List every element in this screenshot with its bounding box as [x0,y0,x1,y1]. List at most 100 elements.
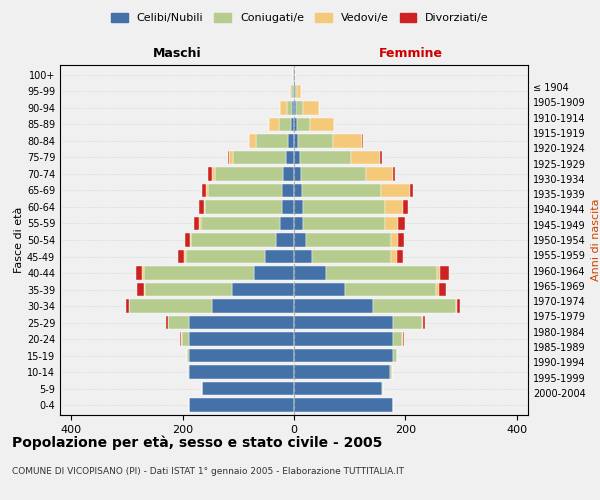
Bar [393,332,402,346]
Bar [189,366,294,379]
Bar [186,250,265,264]
Bar [294,200,303,214]
Bar [129,300,212,313]
Bar [191,233,276,247]
Bar [298,84,301,98]
Bar [310,118,334,131]
Bar [294,101,296,114]
Bar [397,250,403,264]
Bar [304,101,319,114]
Bar [294,84,295,98]
Bar [166,316,167,330]
Bar [250,134,256,147]
Bar [333,134,362,147]
Bar [212,300,294,313]
Bar [380,150,382,164]
Bar [294,150,299,164]
Bar [294,300,373,313]
Bar [385,200,403,214]
Bar [436,283,439,296]
Bar [178,250,184,264]
Bar [283,167,294,180]
Bar [187,349,189,362]
Bar [294,382,382,396]
Bar [390,366,392,379]
Bar [439,283,446,296]
Bar [256,134,289,147]
Bar [168,316,189,330]
Bar [294,366,390,379]
Bar [302,184,381,197]
Y-axis label: Fasce di età: Fasce di età [14,207,24,273]
Bar [276,233,294,247]
Bar [403,200,408,214]
Bar [382,382,383,396]
Bar [423,316,425,330]
Bar [381,184,410,197]
Bar [312,250,391,264]
Bar [298,134,333,147]
Bar [391,250,397,264]
Bar [232,283,294,296]
Bar [294,283,345,296]
Bar [398,233,404,247]
Bar [206,184,208,197]
Bar [293,84,294,98]
Bar [215,167,283,180]
Bar [294,316,393,330]
Bar [233,150,286,164]
Bar [294,250,312,264]
Bar [457,300,460,313]
Bar [410,184,413,197]
Bar [297,118,310,131]
Bar [279,118,291,131]
Bar [303,216,385,230]
Bar [145,283,232,296]
Bar [190,233,191,247]
Text: Popolazione per età, sesso e stato civile - 2005: Popolazione per età, sesso e stato civil… [12,435,382,450]
Bar [398,216,405,230]
Bar [142,266,143,280]
Bar [282,184,294,197]
Bar [294,118,297,131]
Bar [306,233,391,247]
Text: Maschi: Maschi [152,47,202,60]
Bar [189,398,294,412]
Bar [184,250,186,264]
Bar [204,200,205,214]
Bar [373,300,455,313]
Bar [362,134,363,147]
Bar [199,216,201,230]
Bar [205,200,282,214]
Bar [299,150,351,164]
Bar [202,184,206,197]
Bar [367,167,393,180]
Bar [393,316,422,330]
Bar [185,233,190,247]
Bar [294,349,393,362]
Bar [201,216,280,230]
Bar [345,283,436,296]
Bar [455,300,457,313]
Text: COMUNE DI VICOPISANO (PI) - Dati ISTAT 1° gennaio 2005 - Elaborazione TUTTITALIA: COMUNE DI VICOPISANO (PI) - Dati ISTAT 1… [12,468,404,476]
Bar [291,118,294,131]
Bar [143,266,254,280]
Bar [126,300,128,313]
Bar [393,167,395,180]
Bar [393,349,397,362]
Bar [144,283,145,296]
Bar [189,332,294,346]
Bar [254,266,294,280]
Bar [294,266,326,280]
Bar [294,233,306,247]
Bar [212,167,215,180]
Bar [286,150,294,164]
Bar [294,134,298,147]
Bar [282,200,294,214]
Text: Femmine: Femmine [379,47,443,60]
Bar [189,349,294,362]
Bar [280,101,287,114]
Bar [208,167,212,180]
Bar [194,216,199,230]
Bar [202,382,294,396]
